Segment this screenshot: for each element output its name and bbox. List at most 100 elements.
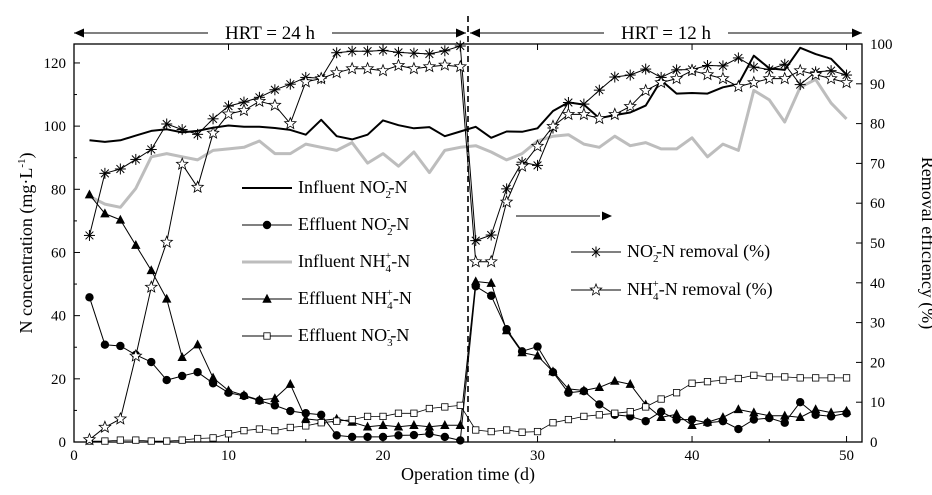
point-rem_nh4 bbox=[190, 180, 205, 193]
point-eff_nh4 bbox=[548, 366, 558, 376]
y-right-tick-label: 70 bbox=[870, 156, 885, 172]
point-eff_no2 bbox=[394, 431, 403, 440]
point-eff_no3 bbox=[781, 373, 789, 381]
point-rem_no2 bbox=[794, 79, 806, 91]
point-rem_no2 bbox=[624, 69, 636, 81]
point-rem_nh4 bbox=[700, 67, 715, 81]
point-eff_nh4 bbox=[162, 293, 172, 303]
point-rem_nh4 bbox=[793, 63, 807, 77]
legend-marker bbox=[589, 282, 603, 296]
point-eff_nh4 bbox=[115, 214, 126, 224]
point-rem_nh4 bbox=[129, 348, 143, 362]
point-eff_no3 bbox=[595, 411, 603, 419]
point-eff_no3 bbox=[549, 419, 557, 427]
point-eff_no3 bbox=[363, 412, 372, 421]
point-rem_nh4 bbox=[283, 116, 298, 130]
point-rem_nh4 bbox=[345, 61, 359, 75]
y-right-tick-label: 40 bbox=[870, 276, 885, 292]
point-eff_nh4 bbox=[486, 277, 496, 287]
point-eff_no3 bbox=[194, 434, 202, 443]
point-rem_no2 bbox=[114, 163, 126, 175]
point-rem_nh4 bbox=[716, 71, 730, 85]
point-eff_no2 bbox=[795, 398, 805, 407]
point-rem_nh4 bbox=[329, 65, 344, 79]
point-eff_no2 bbox=[332, 431, 341, 440]
point-rem_nh4 bbox=[762, 71, 777, 85]
y-left-tick-label: 40 bbox=[51, 309, 66, 325]
point-rem_nh4 bbox=[144, 280, 159, 293]
point-eff_no3 bbox=[101, 437, 109, 445]
legend-item-rem_nh4: NH4+-N removal (%) bbox=[571, 278, 773, 303]
point-eff_no3 bbox=[209, 434, 217, 442]
point-eff_no3 bbox=[703, 378, 712, 386]
legend-label-rem_nh4: NH4+-N removal (%) bbox=[627, 278, 773, 303]
point-rem_nh4 bbox=[299, 74, 313, 88]
x-tick-label: 30 bbox=[530, 448, 545, 464]
point-eff_no3 bbox=[224, 430, 233, 438]
point-rem_nh4 bbox=[824, 71, 838, 85]
point-eff_nh4 bbox=[625, 378, 635, 388]
legend-label-eff_no2: Effluent NO2--N bbox=[298, 213, 409, 238]
point-eff_no2 bbox=[409, 430, 419, 440]
point-eff_no3 bbox=[394, 409, 403, 417]
point-eff_nh4 bbox=[208, 372, 218, 382]
point-eff_nh4 bbox=[270, 393, 280, 403]
point-eff_no3 bbox=[518, 428, 526, 436]
point-rem_no2 bbox=[454, 40, 466, 52]
legend-item-rem_no2: NO2--N removal (%) bbox=[571, 240, 770, 265]
point-rem_no2 bbox=[423, 48, 435, 60]
y-left-tick-label: 80 bbox=[51, 182, 66, 198]
point-rem_nh4 bbox=[839, 75, 854, 89]
point-eff_nh4 bbox=[810, 404, 821, 414]
arrow-head bbox=[470, 28, 480, 38]
hrt-label-1: HRT = 24 h bbox=[225, 23, 315, 44]
point-rem_nh4 bbox=[113, 411, 128, 425]
point-eff_no2 bbox=[595, 400, 604, 409]
point-eff_no2 bbox=[486, 291, 496, 300]
legend-item-eff_no3: Effluent NO3--N bbox=[242, 324, 409, 349]
point-eff_no2 bbox=[749, 415, 759, 424]
point-rem_no2 bbox=[717, 60, 729, 72]
point-eff_no3 bbox=[503, 426, 511, 434]
point-eff_nh4 bbox=[501, 325, 512, 335]
point-eff_no3 bbox=[178, 436, 186, 444]
point-eff_no3 bbox=[379, 412, 387, 421]
series-rem_nh4 bbox=[82, 58, 854, 446]
point-rem_no2 bbox=[671, 64, 683, 76]
point-eff_nh4 bbox=[610, 375, 620, 385]
point-eff_no2 bbox=[533, 342, 542, 351]
point-eff_no3 bbox=[842, 374, 851, 382]
point-rem_no2 bbox=[562, 97, 574, 109]
y-left-tick-label: 100 bbox=[44, 119, 67, 135]
y-right-tick-label: 90 bbox=[870, 77, 885, 93]
arrow-head bbox=[852, 28, 862, 38]
point-eff_no3 bbox=[719, 376, 727, 384]
series-layer bbox=[82, 40, 854, 446]
point-rem_no2 bbox=[83, 229, 95, 241]
point-eff_no2 bbox=[440, 432, 450, 442]
point-rem_no2 bbox=[377, 44, 389, 56]
axes: 0 10 20 30 40 50 Operation time (d) 0 20 40 60 80 10… bbox=[16, 37, 932, 485]
point-eff_nh4 bbox=[223, 385, 234, 395]
point-rem_no2 bbox=[779, 58, 791, 70]
point-rem_nh4 bbox=[685, 63, 699, 77]
point-eff_no3 bbox=[410, 409, 418, 417]
point-eff_no2 bbox=[687, 415, 697, 424]
point-rem_no2 bbox=[130, 153, 142, 165]
legends: Influent NO2--N Effluent NO2--N Influent N… bbox=[242, 176, 773, 349]
arrow-head bbox=[456, 28, 466, 38]
point-eff_no2 bbox=[780, 418, 789, 427]
y-right-tick-label: 30 bbox=[870, 316, 885, 332]
point-eff_nh4 bbox=[239, 390, 249, 399]
point-eff_nh4 bbox=[532, 350, 543, 360]
point-eff_no3 bbox=[163, 437, 171, 445]
point-eff_nh4 bbox=[841, 405, 852, 415]
point-rem_no2 bbox=[176, 124, 188, 136]
point-rem_no2 bbox=[408, 47, 420, 59]
point-eff_no2 bbox=[363, 432, 372, 442]
hrt-arrow-1: HRT = 24 h bbox=[74, 23, 466, 44]
point-eff_nh4 bbox=[733, 404, 744, 414]
point-eff_no3 bbox=[317, 419, 325, 427]
point-eff_no3 bbox=[642, 403, 650, 411]
legend-item-eff_no2: Effluent NO2--N bbox=[242, 213, 409, 238]
